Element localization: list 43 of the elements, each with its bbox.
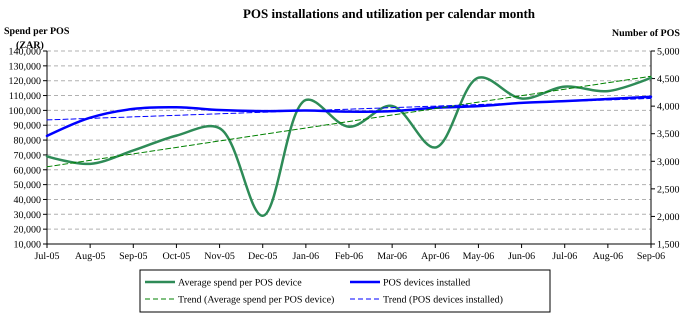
x-tick-label: Jul-05 [34,251,60,262]
y-tick-label: 40,000 [14,194,41,206]
y-tick-label: 130,000 [8,61,41,72]
x-tick-label: Sep-05 [119,251,148,262]
y-tick-label: 60,000 [14,165,41,176]
x-tick-label: Jan-06 [292,251,320,262]
y-tick-label: 70,000 [14,150,41,162]
x-tick-label: Sep-06 [636,251,666,262]
y-tick-label: 100,000 [8,106,41,117]
x-tick-label: Aug-05 [74,251,106,262]
y2-tick-label: 2,000 [657,212,680,223]
y2-tick-label: 3,000 [657,156,680,168]
y2-tick-label: 4,000 [657,102,680,113]
line-series [46,76,652,218]
y2-tick-label: 4,500 [657,74,680,86]
x-tick-label: Jun-06 [508,251,536,262]
x-tick-label: Jul-06 [552,251,578,262]
chart-title: POS installations and utilization per calendar month [242,6,536,21]
x-tick-label: Feb-06 [334,251,364,262]
x-tick-label: Oct-05 [162,251,190,262]
x-tick-label: Dec-05 [248,251,278,262]
y-tick-label: 50,000 [14,180,41,192]
y-tick-label: 120,000 [8,76,41,88]
y-tick-label: 10,000 [14,240,41,250]
legend-label: POS devices installed [383,278,470,288]
x-tick-label: May-06 [462,251,494,262]
y-tick-label: 90,000 [14,120,41,132]
y-tick-label: 80,000 [14,136,41,147]
x-tick-label: Aug-06 [592,251,624,262]
y2-tick-label: 5,000 [657,46,680,58]
y-tick-label: 30,000 [14,210,41,221]
legend-label: Trend (Average spend per POS device) [178,294,334,306]
x-tick-label: Apr-06 [420,251,450,262]
y2-tick-label: 1,500 [657,240,680,250]
y-tick-label: 20,000 [14,224,41,236]
y2-tick-label: 2,500 [657,184,680,196]
y2-tick-label: 3,500 [657,129,680,140]
legend-label: Trend (POS devices installed) [383,294,503,306]
x-tick-label: Mar-06 [377,251,408,262]
x-tick-label: Nov-05 [204,251,235,262]
y-tick-label: 110,000 [8,91,41,102]
y2-axis-title: Number of POS [612,28,680,39]
legend-label: Average spend per POS device [178,278,302,288]
